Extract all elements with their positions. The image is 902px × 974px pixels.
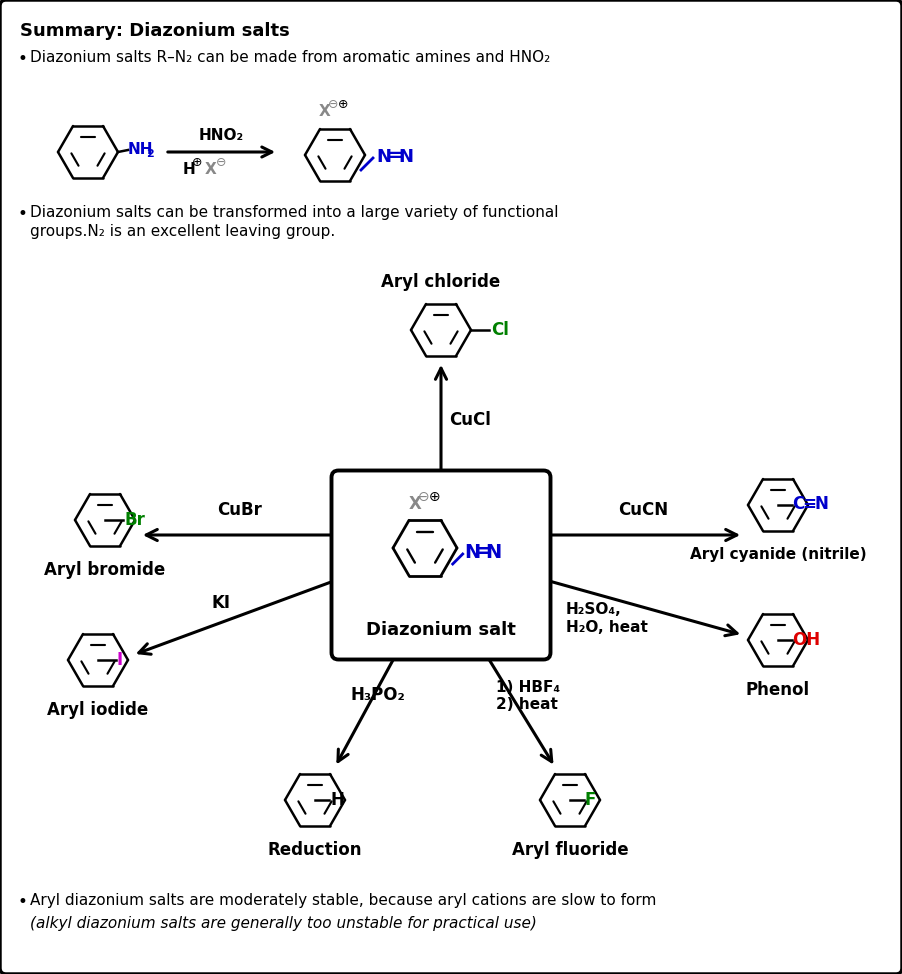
Text: Diazonium salt: Diazonium salt [366,621,516,639]
Text: ⊖: ⊖ [419,490,430,504]
Text: H: H [330,791,344,809]
Text: ⊕: ⊕ [337,98,348,111]
Text: •: • [18,893,28,911]
Text: groups.N₂ is an excellent leaving group.: groups.N₂ is an excellent leaving group. [30,224,336,239]
Text: Diazonium salts can be transformed into a large variety of functional: Diazonium salts can be transformed into … [30,205,558,220]
Text: ≡: ≡ [802,495,816,513]
Text: X: X [409,495,421,513]
Text: N: N [814,495,828,513]
Text: NH: NH [128,141,153,157]
Text: N: N [465,543,481,561]
Text: I: I [117,651,124,669]
FancyBboxPatch shape [332,470,550,659]
Text: Cl: Cl [491,321,509,339]
Text: F: F [585,791,596,809]
Text: 2) heat: 2) heat [496,697,557,712]
Text: ⊕: ⊕ [192,157,203,169]
Text: X: X [205,163,216,177]
Text: 1) HBF₄: 1) HBF₄ [496,680,560,695]
Text: X: X [319,103,331,119]
Text: H: H [183,163,196,177]
Text: =: = [388,147,402,166]
Text: H₂SO₄,: H₂SO₄, [566,603,621,618]
Text: OH: OH [792,631,820,649]
Text: CuBr: CuBr [216,501,262,519]
Text: Summary: Diazonium salts: Summary: Diazonium salts [20,22,290,40]
Text: Aryl cyanide (nitrile): Aryl cyanide (nitrile) [690,547,866,563]
Text: N: N [485,543,502,561]
Text: Aryl iodide: Aryl iodide [48,701,149,719]
Text: •: • [18,205,28,223]
Text: Phenol: Phenol [746,681,810,699]
Text: Diazonium salts R–N₂ can be made from aromatic amines and HNO₂: Diazonium salts R–N₂ can be made from ar… [30,50,550,65]
Text: N: N [376,147,391,166]
Text: CuCl: CuCl [449,411,491,429]
Text: CuCN: CuCN [618,501,668,519]
Text: (alkyl diazonium salts are generally too unstable for practical use): (alkyl diazonium salts are generally too… [30,916,537,931]
Text: Reduction: Reduction [268,841,363,859]
Text: •: • [18,50,28,68]
Text: C: C [792,495,805,513]
Text: Aryl chloride: Aryl chloride [382,273,501,291]
Text: Br: Br [125,511,146,529]
Text: HNO₂: HNO₂ [199,129,244,143]
Text: Aryl diazonium salts are moderately stable, because aryl cations are slow to for: Aryl diazonium salts are moderately stab… [30,893,657,908]
Text: Aryl bromide: Aryl bromide [44,561,166,579]
Text: Aryl fluoride: Aryl fluoride [511,841,629,859]
Text: H₃PO₂: H₃PO₂ [351,686,406,703]
Text: ⊖: ⊖ [216,157,226,169]
Text: N: N [399,147,413,166]
Text: 2: 2 [146,149,153,159]
Text: ⊖: ⊖ [327,98,338,111]
Text: =: = [475,543,492,561]
Text: KI: KI [211,594,230,612]
Text: ⊕: ⊕ [429,490,441,504]
Text: H₂O, heat: H₂O, heat [566,619,648,634]
